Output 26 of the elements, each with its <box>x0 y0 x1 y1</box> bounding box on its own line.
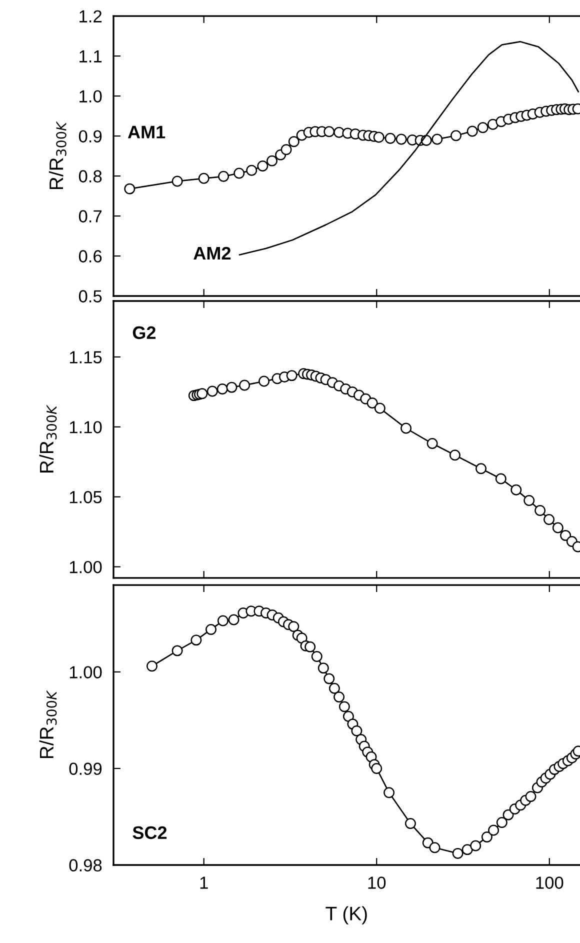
y-tick-label: 0.7 <box>78 210 102 222</box>
x-tick-label: 1 <box>200 876 208 889</box>
y-tick-label: 0.98 <box>69 859 102 872</box>
y-tick-label: 0.5 <box>78 290 102 302</box>
y-tick-label: 1.1 <box>80 50 102 62</box>
y-tick-label: 1.0 <box>80 90 102 102</box>
y-tick-label: 1.00 <box>70 560 102 574</box>
series-label: AM2 <box>194 246 231 260</box>
x-axis-title: T (K) <box>326 906 367 924</box>
y-tick-label: 1.15 <box>70 351 102 364</box>
y-tick-label: 1.00 <box>70 666 102 678</box>
y-tick-label: 1.10 <box>70 421 102 434</box>
y-tick-label: 1.2 <box>80 10 102 22</box>
y-tick-label: 0.6 <box>78 250 102 262</box>
text: G2 <box>132 326 156 340</box>
text: SC2 <box>132 826 167 840</box>
x-tick-label: 10 <box>368 876 386 889</box>
y-axis-title: R/R$_{300K}$ <box>39 404 57 472</box>
y-axis-title: R/R$_{300K}$ <box>39 690 57 758</box>
y-tick-label: 0.9 <box>78 130 102 142</box>
y-tick-label: 1.05 <box>70 491 102 504</box>
y-tick-label: 0.8 <box>78 170 102 182</box>
x-tick-label: 100 <box>536 876 564 889</box>
text: AM1 <box>128 126 166 138</box>
y-tick-label: 0.99 <box>69 762 102 775</box>
y-axis-title: R/R$_{300K}$ <box>48 121 66 190</box>
